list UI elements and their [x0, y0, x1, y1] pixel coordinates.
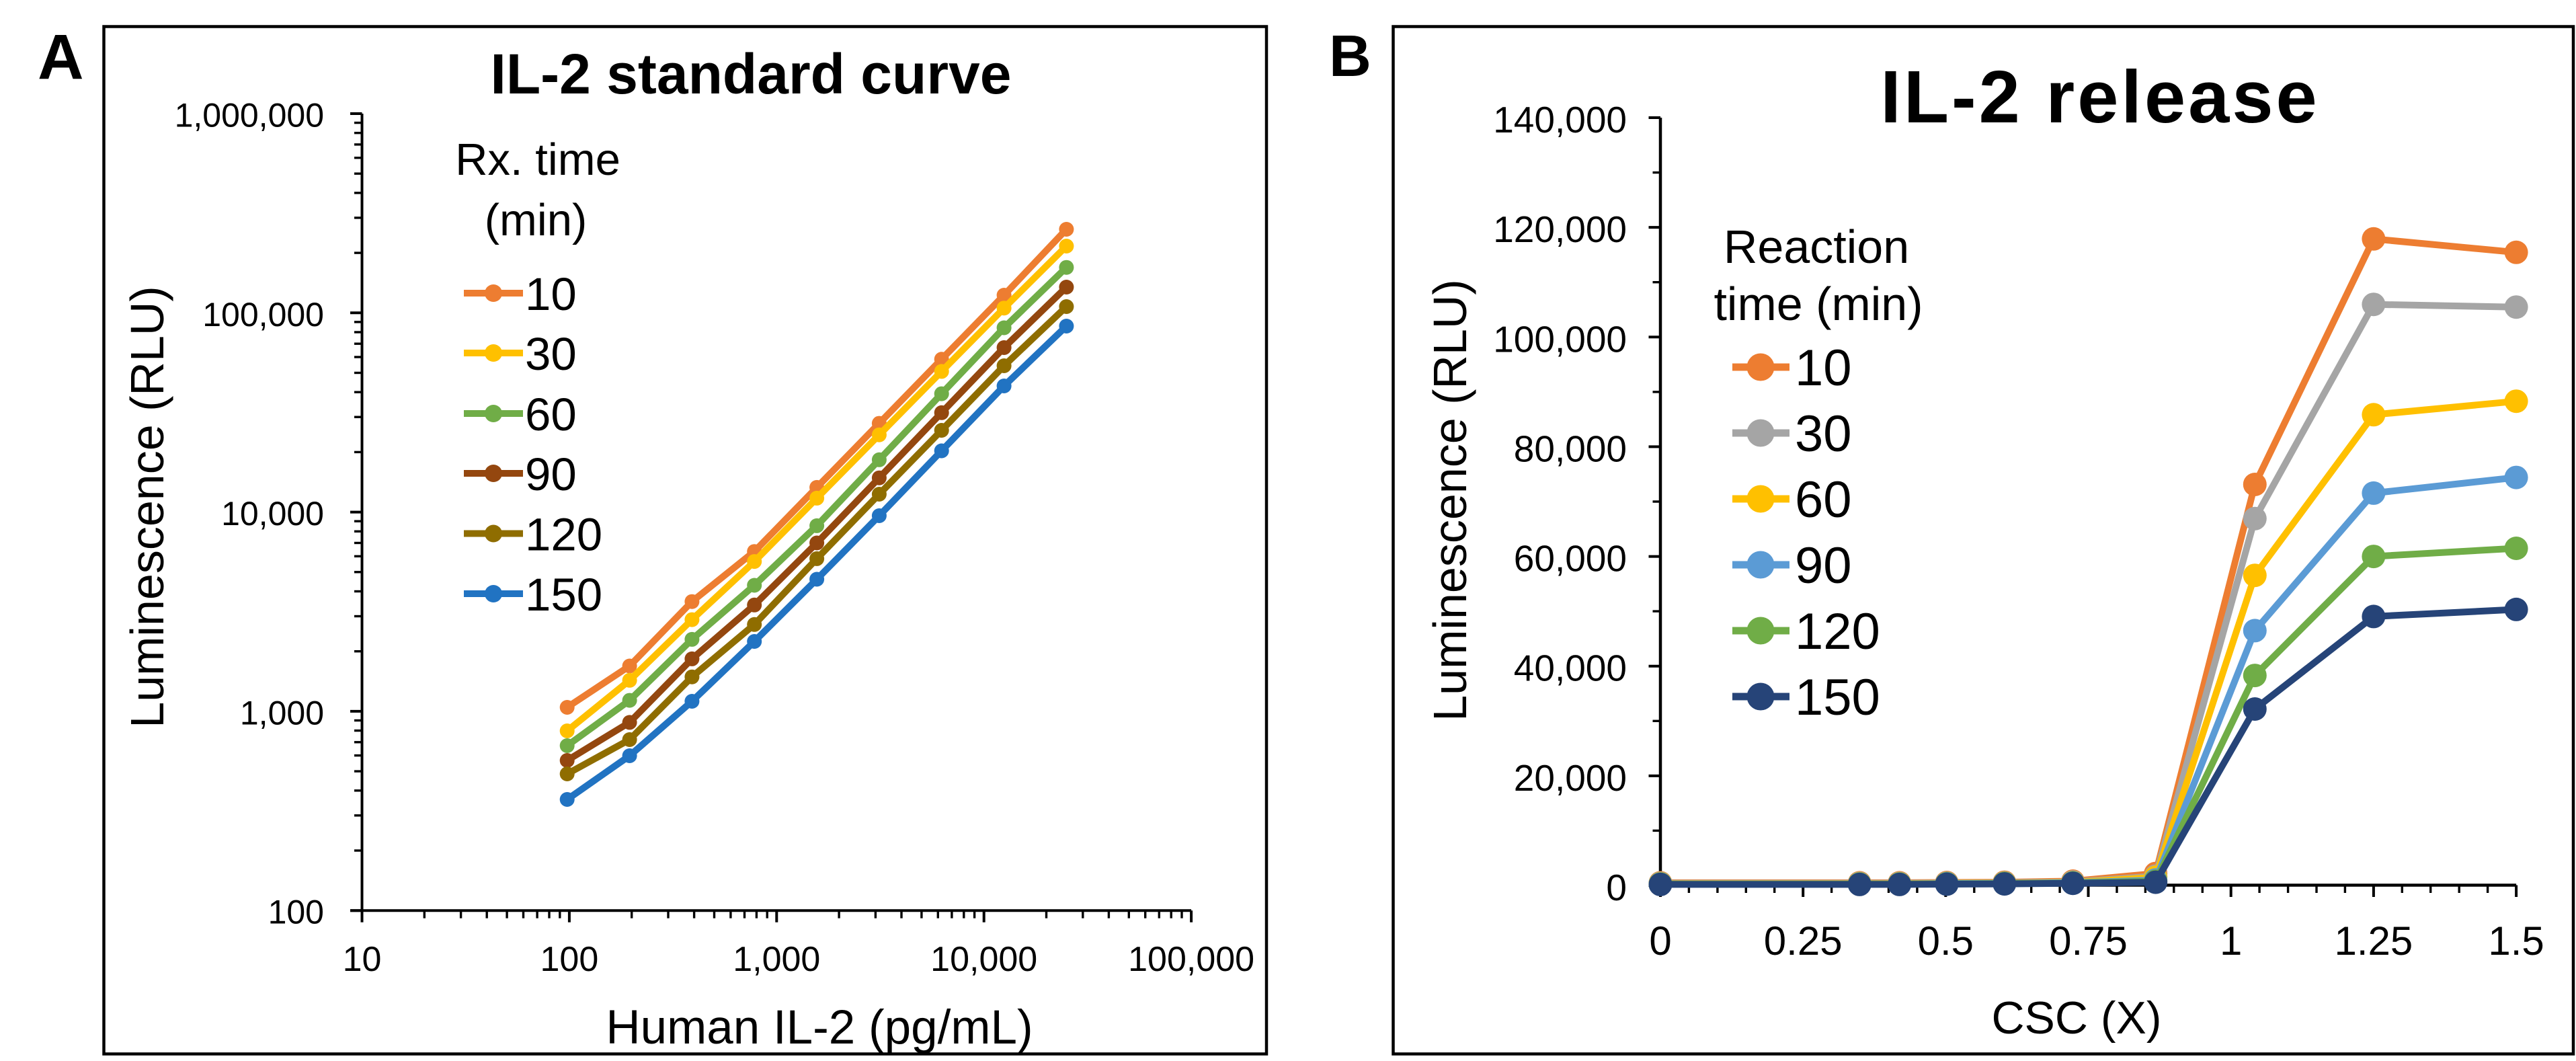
svg-text:0.75: 0.75: [2049, 918, 2128, 964]
svg-text:60: 60: [525, 389, 577, 440]
svg-text:10: 10: [1795, 340, 1852, 397]
svg-text:30: 30: [1795, 405, 1852, 463]
svg-text:IL-2 standard curve: IL-2 standard curve: [491, 42, 1012, 106]
svg-text:1,000: 1,000: [240, 694, 324, 732]
svg-text:0: 0: [1649, 918, 1671, 964]
svg-text:140,000: 140,000: [1493, 99, 1627, 141]
svg-text:150: 150: [525, 569, 602, 621]
svg-text:Reaction: Reaction: [1724, 221, 1909, 273]
svg-text:40,000: 40,000: [1514, 647, 1627, 689]
svg-text:60: 60: [1795, 471, 1852, 528]
svg-text:CSC (X): CSC (X): [1991, 992, 2161, 1044]
svg-text:150: 150: [1795, 669, 1880, 726]
svg-text:100: 100: [268, 894, 324, 931]
svg-text:100,000: 100,000: [1128, 940, 1254, 979]
svg-text:60,000: 60,000: [1514, 538, 1627, 580]
svg-text:80,000: 80,000: [1514, 428, 1627, 469]
svg-text:0.25: 0.25: [1764, 918, 1843, 964]
svg-text:(min): (min): [485, 195, 588, 245]
svg-text:120,000: 120,000: [1493, 208, 1627, 250]
svg-text:20,000: 20,000: [1514, 757, 1627, 799]
svg-text:1,000: 1,000: [733, 940, 820, 979]
svg-text:10: 10: [525, 268, 577, 320]
svg-text:Rx. time: Rx. time: [455, 134, 620, 185]
svg-text:0.5: 0.5: [1918, 918, 1974, 964]
svg-text:Luminescence (RLU): Luminescence (RLU): [1424, 279, 1476, 721]
svg-text:100: 100: [540, 940, 599, 979]
svg-text:1,000,000: 1,000,000: [175, 97, 324, 134]
svg-text:1.25: 1.25: [2335, 918, 2413, 964]
svg-text:time (min): time (min): [1714, 278, 1923, 330]
svg-text:10,000: 10,000: [930, 940, 1037, 979]
svg-text:90: 90: [1795, 537, 1852, 594]
svg-text:120: 120: [1795, 603, 1880, 660]
svg-text:30: 30: [525, 328, 577, 380]
svg-text:IL-2 release: IL-2 release: [1880, 56, 2319, 139]
svg-text:100,000: 100,000: [202, 296, 324, 333]
svg-text:Luminescence (RLU): Luminescence (RLU): [121, 286, 173, 728]
svg-text:90: 90: [525, 448, 577, 500]
svg-text:0: 0: [1606, 867, 1627, 908]
svg-text:1: 1: [2220, 918, 2242, 964]
svg-text:Human IL-2 (pg/mL): Human IL-2 (pg/mL): [606, 1001, 1033, 1054]
svg-text:A: A: [38, 22, 84, 93]
svg-text:100,000: 100,000: [1493, 318, 1627, 360]
svg-text:120: 120: [525, 509, 602, 561]
svg-text:10: 10: [343, 940, 382, 979]
svg-text:1.5: 1.5: [2488, 918, 2544, 964]
svg-text:10,000: 10,000: [221, 495, 324, 533]
svg-text:B: B: [1329, 24, 1371, 89]
